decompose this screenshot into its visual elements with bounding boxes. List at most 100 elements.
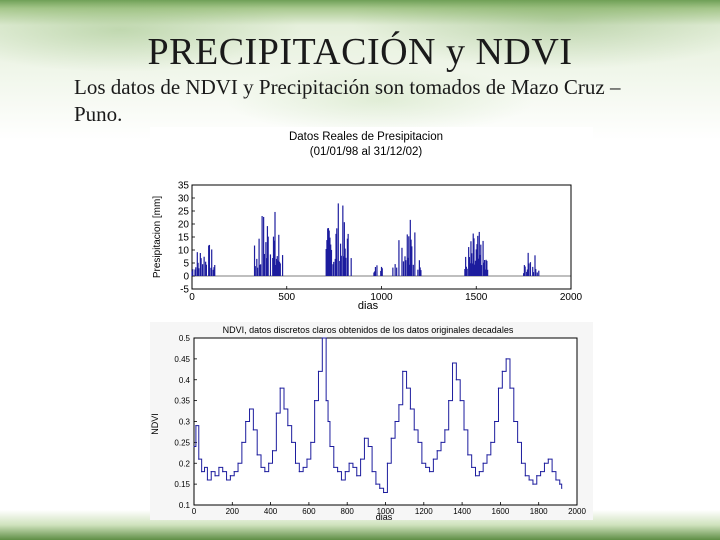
ndvi-point (379, 487, 381, 489)
ndvi-point (287, 425, 289, 427)
precipitation-chart-title: Datos Reales de Presipitacion (289, 131, 443, 143)
ndvi-point (302, 466, 304, 469)
precipitation-y-tick-label: 30 (178, 194, 190, 205)
ndvi-x-tick-label: 1600 (492, 507, 510, 516)
precipitation-y-axis-label: Presipitacion [mm] (152, 196, 163, 278)
ndvi-point (417, 441, 419, 443)
ndvi-point (551, 471, 553, 473)
ndvi-point (193, 445, 195, 448)
precipitation-y-tick-label: 5 (183, 259, 189, 270)
ndvi-point (327, 420, 329, 423)
ndvi-y-tick-label: 0.5 (179, 334, 191, 343)
ndvi-chart-svg: NDVI, datos discretos claros obtenidos d… (150, 325, 586, 522)
ndvi-point (371, 471, 373, 473)
ndvi-point (528, 479, 530, 481)
ndvi-point (344, 471, 346, 473)
ndvi-plot-frame (193, 337, 578, 506)
ndvi-point (218, 466, 220, 469)
ndvi-point (559, 483, 561, 485)
ndvi-y-tick-label: 0.45 (174, 355, 190, 364)
precipitation-y-tick-label: -5 (180, 285, 189, 296)
slide-title: PRECIPITACIÓN y NDVI (147, 31, 573, 73)
ndvi-point (314, 400, 316, 402)
ndvi-point (222, 471, 224, 473)
ndvi-point (237, 462, 239, 464)
ndvi-point (260, 466, 262, 469)
ndvi-point (513, 420, 515, 423)
precipitation-y-tick-label: 15 (178, 233, 190, 244)
ndvi-line-group (193, 337, 563, 494)
ndvi-point (337, 471, 339, 473)
ndvi-point (264, 471, 266, 473)
ndvi-point (467, 454, 469, 456)
ndvi-point (325, 400, 327, 402)
precipitation-x-tick-label: 1000 (370, 292, 393, 303)
ndvi-point (455, 379, 457, 381)
ndvi-point (421, 462, 423, 464)
precipitation-x-tick-label: 1500 (465, 292, 488, 303)
precipitation-chart-svg: Datos Reales de Presipitacion (01/01/98 … (152, 131, 583, 312)
ndvi-point (195, 425, 197, 427)
ndvi-x-tick-label: 400 (264, 507, 278, 516)
ndvi-point (321, 337, 323, 339)
ndvi-point (536, 475, 538, 477)
ndvi-point (340, 479, 343, 481)
ndvi-y-tick-label: 0.4 (179, 376, 191, 385)
ndvi-point (382, 491, 385, 494)
ndvi-x-tick-label: 200 (226, 507, 240, 516)
ndvi-point (555, 479, 557, 481)
ndvi-point (413, 429, 415, 431)
ndvi-point (268, 462, 270, 464)
ndvi-point (517, 441, 519, 443)
ndvi-point (402, 370, 404, 372)
ndvi-point (233, 471, 235, 473)
ndvi-point (432, 458, 434, 460)
ndvi-chart-title: NDVI, datos discretos claros obtenidos d… (223, 325, 514, 335)
ndvi-point (356, 475, 358, 477)
ndvi-point (317, 370, 320, 372)
precipitation-x-axis-label: dias (358, 300, 379, 312)
ndvi-point (294, 462, 297, 464)
ndvi-x-axis-label: dias (376, 512, 393, 520)
ndvi-point (440, 441, 442, 443)
ndvi-x-tick-label: 2000 (568, 507, 586, 516)
ndvi-point (256, 454, 258, 456)
ndvi-point (490, 441, 492, 443)
ndvi-point (532, 483, 534, 485)
ndvi-point (494, 420, 496, 423)
ndvi-point (486, 454, 488, 456)
ndvi-y-axis-label: NDVI (150, 413, 160, 435)
ndvi-point (463, 429, 465, 431)
ndvi-point (306, 458, 308, 460)
ndvi-point (428, 471, 431, 473)
ndvi-point (275, 412, 277, 414)
ndvi-point (360, 458, 362, 460)
precipitation-y-tick-label: 20 (178, 220, 190, 231)
ndvi-y-tick-label: 0.1 (179, 501, 191, 510)
ndvi-point (482, 462, 484, 464)
ndvi-point (329, 445, 331, 448)
ndvi-point (478, 471, 480, 473)
ndvi-point (497, 387, 500, 389)
ndvi-x-tick-label: 800 (341, 507, 355, 516)
ndvi-point (245, 420, 247, 423)
ndvi-point (459, 400, 461, 402)
ndvi-axes: 0 200 400 600 800 1000 1200 1400 1600 1800 2000 0.1… (174, 334, 586, 516)
precipitation-chart: Datos Reales de Presipitacion (01/01/98 … (150, 127, 593, 322)
ndvi-x-tick-label: 0 (192, 507, 197, 516)
ndvi-x-tick-label: 1000 (377, 507, 395, 516)
ndvi-point (333, 466, 335, 469)
ndvi-point (279, 387, 281, 389)
ndvi-point (405, 387, 408, 389)
ndvi-point (241, 441, 243, 443)
ndvi-point (225, 479, 228, 481)
ndvi-series-line (194, 337, 563, 493)
ndvi-x-tick-label: 1400 (453, 507, 471, 516)
ndvi-point (201, 471, 203, 473)
precipitation-y-tick-label: 35 (178, 181, 190, 192)
ndvi-point (348, 462, 350, 464)
ndvi-point (543, 462, 546, 464)
ndvi-point (451, 362, 454, 364)
ndvi-point (367, 445, 369, 448)
